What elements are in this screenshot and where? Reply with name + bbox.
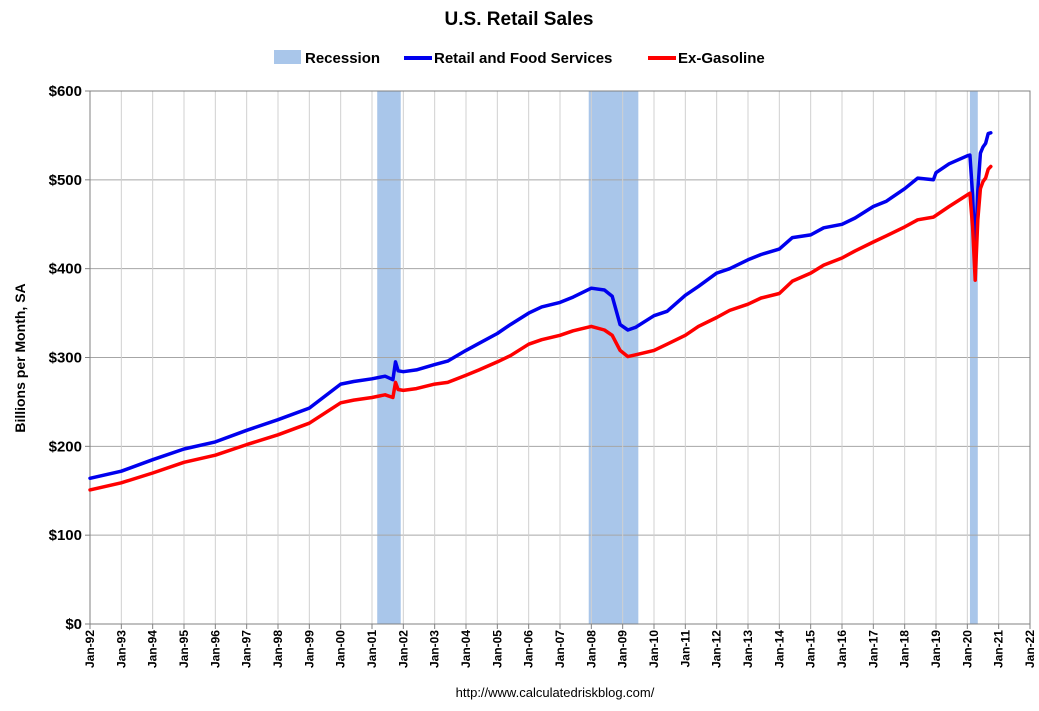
y-axis-ticks: $0 $100 $200 $300 $400 $500 $600 [49,83,90,633]
x-tick-label: Jan-03 [428,630,442,668]
x-tick-label: Jan-16 [835,630,849,668]
x-tick-label: Jan-21 [992,630,1006,668]
x-tick-label: Jan-02 [396,630,410,668]
x-tick-label: Jan-94 [146,630,160,668]
series-line-retail-and-food-services [88,131,993,481]
y-tick-label: $0 [65,616,82,633]
legend-label-retail: Retail and Food Services [434,50,612,67]
x-tick-label: Jan-98 [271,630,285,668]
legend-label-ex-gasoline: Ex-Gasoline [678,50,765,67]
x-tick-label: Jan-14 [772,630,786,668]
x-tick-label: Jan-12 [710,630,724,668]
x-tick-label: Jan-95 [177,630,191,668]
y-tick-label: $200 [49,438,82,455]
source-url: http://www.calculatedriskblog.com/ [456,685,655,700]
x-tick-label: Jan-09 [616,630,630,668]
x-tick-label: Jan-17 [866,630,880,668]
x-tick-label: Jan-96 [208,630,222,668]
legend-swatch-recession [274,50,301,64]
x-tick-label: Jan-97 [240,630,254,668]
x-tick-label: Jan-08 [584,630,598,668]
x-tick-label: Jan-99 [302,630,316,668]
series-lines [88,131,993,492]
x-tick-label: Jan-92 [83,630,97,668]
chart-title: U.S. Retail Sales [445,9,594,30]
x-tick-label: Jan-11 [678,630,692,668]
y-tick-label: $400 [49,261,82,278]
x-tick-label: Jan-00 [334,630,348,668]
x-tick-label: Jan-15 [804,630,818,668]
legend-label-recession: Recession [305,50,380,67]
x-tick-label: Jan-06 [522,630,536,668]
gridlines [90,91,1030,624]
x-tick-label: Jan-04 [459,630,473,668]
x-tick-label: Jan-19 [929,630,943,668]
x-tick-label: Jan-13 [741,630,755,668]
x-tick-label: Jan-01 [365,630,379,668]
x-tick-label: Jan-22 [1023,630,1037,668]
x-tick-label: Jan-20 [960,630,974,668]
y-tick-label: $300 [49,350,82,367]
x-tick-label: Jan-10 [647,630,661,668]
x-tick-label: Jan-18 [898,630,912,668]
x-tick-label: Jan-07 [553,630,567,668]
x-tick-label: Jan-93 [114,630,128,668]
y-tick-label: $500 [49,172,82,189]
x-tick-label: Jan-05 [490,630,504,668]
y-axis-label: Billions per Month, SA [12,283,28,432]
legend: Recession Retail and Food Services Ex-Ga… [274,50,765,67]
y-tick-label: $600 [49,83,82,100]
series-line-ex-gasoline [88,164,993,492]
y-tick-label: $100 [49,527,82,544]
x-axis-ticks: Jan-92 Jan-93 Jan-94 Jan-95 Jan-96 Jan-97 Jan-… [83,624,1037,668]
